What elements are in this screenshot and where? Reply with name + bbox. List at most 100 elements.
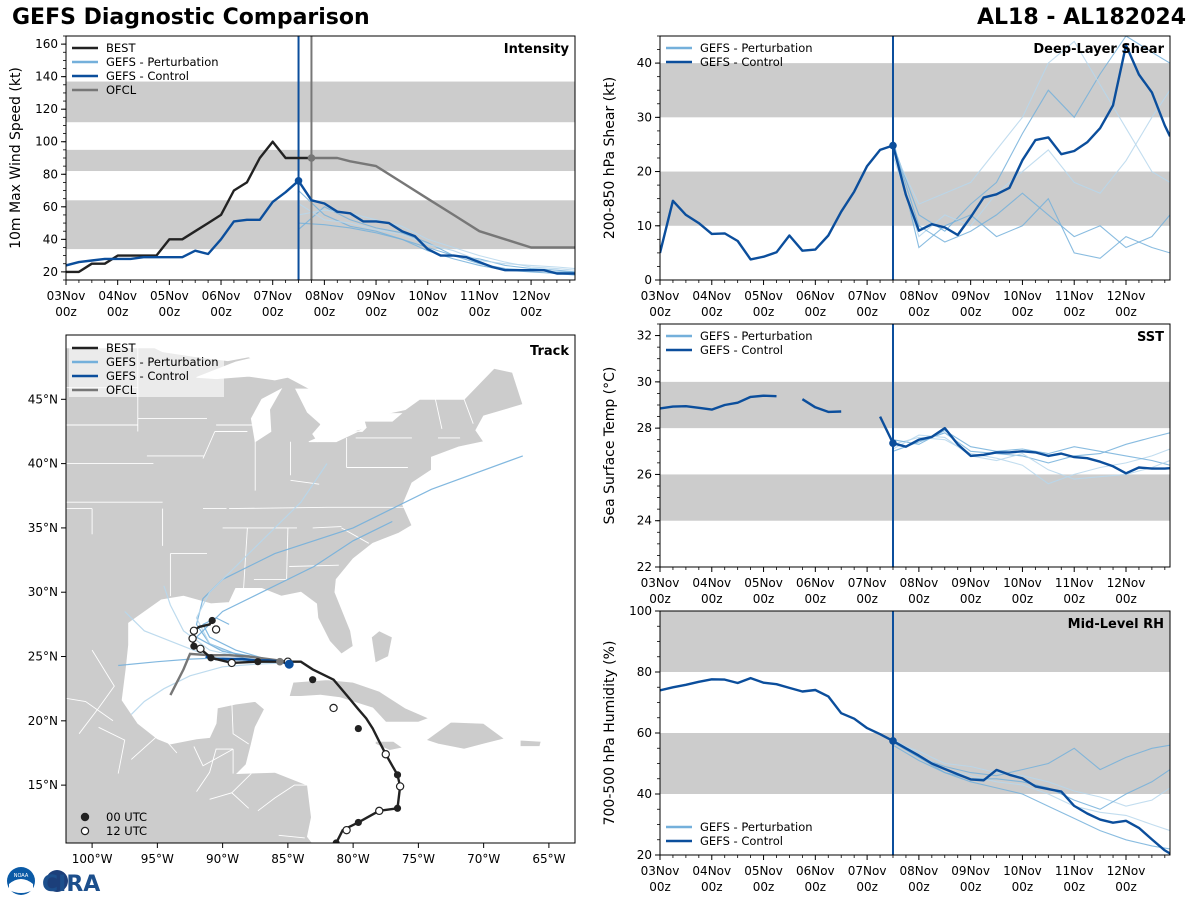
land-polygon-1 [288,679,430,723]
best-12utc-marker [227,658,236,668]
boundary-line [290,479,320,485]
land-polygon-2 [425,721,506,750]
shaded-band-0 [660,474,1170,521]
legend-label: GEFS - Control [700,834,783,848]
legend-label: 12 UTC [106,824,147,838]
best-12utc-marker [196,644,205,654]
boundary-line [196,748,234,792]
x-tick-label-hour: 00z [753,592,775,606]
x-tick-label-hour: 00z [262,305,284,319]
legend-bg [69,383,224,397]
page-title: GEFS Diagnostic Comparison [12,5,370,30]
y-axis-label: 10m Max Wind Speed (kt) [8,67,24,249]
x-tick-label-hour: 00z [805,592,827,606]
legend-bg [69,341,224,355]
x-tick-label-hour: 00z [1063,305,1085,319]
x-tick-label-hour: 00z [1063,880,1085,894]
panel-title: Deep-Layer Shear [1033,42,1164,57]
x-tick-label-day: 06Nov [202,289,241,303]
x-tick-label-day: 03Nov [641,864,680,878]
y-tick-label: 40 [43,232,58,246]
x-tick-label-day: 04Nov [692,576,731,590]
y-tick-label: 32 [637,329,652,343]
shaded-band-1 [660,381,1170,429]
lat-tick-label: 35°N [28,521,58,535]
x-tick-label-day: 07Nov [848,576,887,590]
best-12utc-marker [188,634,197,643]
lat-tick-label: 45°N [28,392,58,406]
x-tick-label-day: 10Nov [1003,864,1042,878]
panel-title: Track [530,344,569,359]
x-tick-label-day: 07Nov [848,289,887,303]
x-tick-label-hour: 00z [159,305,181,319]
x-tick-label-hour: 00z [107,305,129,319]
x-tick-label-hour: 00z [960,592,982,606]
perturbation-line-2 [892,138,1170,259]
best-00utc-marker [393,804,402,812]
y-tick-label: 22 [637,560,652,574]
boundary-line [231,701,249,745]
x-tick-label-day: 11Nov [1055,864,1094,878]
rh-plot-area [660,611,1170,855]
x-tick-label-hour: 00z [701,880,723,894]
best-12utc-marker [189,626,199,635]
legend-label: GEFS - Control [700,343,783,357]
lon-tick-label: 100°W [72,852,113,866]
x-tick-label-hour: 00z [701,592,723,606]
x-tick-label-day: 06Nov [796,864,835,878]
x-tick-label-day: 10Nov [408,289,447,303]
cira-globe-icon [46,870,68,892]
y-tick-label: 160 [35,37,58,51]
lon-tick-label: 80°W [337,852,370,866]
cira-logo-text: CIRA [42,872,100,896]
best-12utc-marker [329,703,338,713]
legend-label: GEFS - Control [106,369,189,383]
y-tick-label: 80 [43,167,58,181]
sst-plot-area [660,324,1170,567]
ofcl-init-marker [307,154,316,162]
x-tick-label-day: 03Nov [641,576,680,590]
best-12utc-marker [211,625,221,634]
y-tick-label: 140 [35,70,58,84]
perturbation-line-0 [892,36,1170,232]
perturbation-line-0 [892,432,1170,464]
lat-tick-label: 30°N [28,585,58,599]
x-tick-label-day: 07Nov [253,289,292,303]
lat-tick-label: 25°N [28,650,58,664]
x-tick-label-day: 09Nov [951,576,990,590]
x-tick-label-day: 09Nov [951,289,990,303]
best-00utc-marker [309,676,317,684]
panel-rh: 20 40 60 80 100 03Nov 00z 04Nov 00z 05Nov 00z 06Nov… [602,604,1171,894]
x-tick-label-day: 05Nov [744,289,783,303]
storm-id: AL18 - AL182024 [977,5,1186,30]
perturbation-line-0 [298,206,575,273]
x-tick-label-hour: 00z [649,592,671,606]
lon-tick-label: 85°W [271,852,304,866]
x-tick-label-day: 04Nov [692,289,731,303]
x-tick-label-hour: 00z [960,305,982,319]
control-start-marker [284,659,294,669]
y-tick-label: 120 [35,102,58,116]
perturbation-line-4 [892,741,1170,810]
shaded-band-1 [660,611,1170,672]
best-12utc-marker [381,750,390,759]
panel-intensity: 20 40 60 80 100 120 140 160 03Nov 00z 04Nov 00z 05No… [8,35,576,319]
x-tick-label-hour: 00z [908,880,930,894]
series-line-gefs-control [660,44,1170,261]
panel-shear: 0 10 20 30 40 03Nov 00z 04Nov 00z 05Nov 00z 06Nov 00… [602,35,1171,319]
lake-polygon-3 [308,427,367,443]
x-tick-label-day: 10Nov [1003,576,1042,590]
best-00utc-marker [354,818,362,827]
perturbation-line-3 [892,434,1170,480]
legend-bg [69,355,224,369]
boundary-line [231,773,252,794]
shaded-band-2 [66,81,575,123]
y-axis-label: Sea Surface Temp (°C) [602,367,618,525]
y-tick-label: 0 [644,273,652,287]
shear-plot-area [660,36,1170,280]
x-tick-label-day: 11Nov [1055,289,1094,303]
perturbation-line-4 [892,144,1170,249]
shaded-band-0 [660,733,1170,794]
x-tick-label-day: 08Nov [305,289,344,303]
lon-tick-label: 70°W [467,852,500,866]
